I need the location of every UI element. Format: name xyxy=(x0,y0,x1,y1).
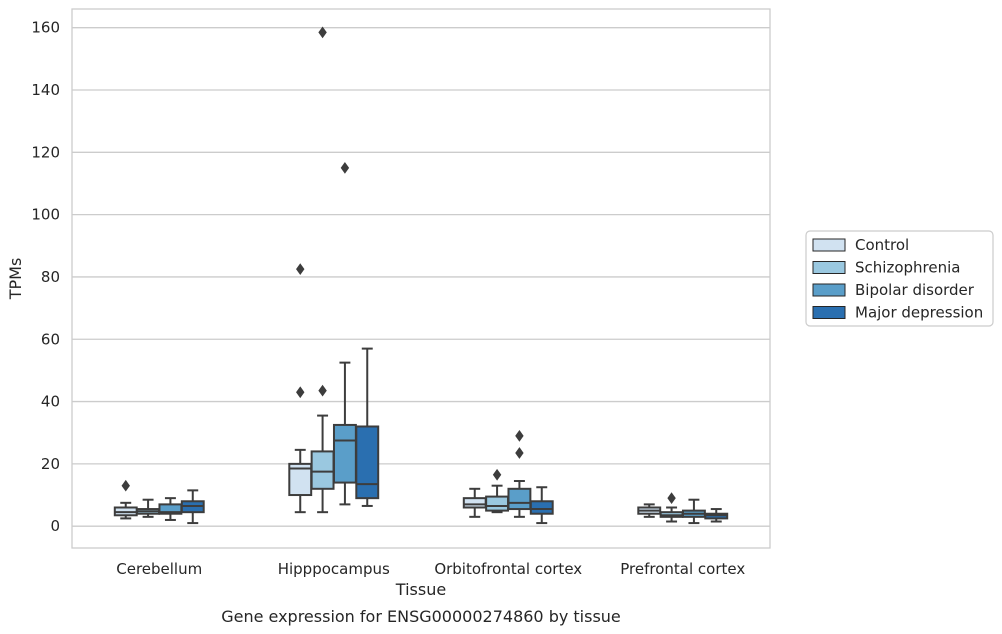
gridlines xyxy=(72,27,770,527)
x-tick-label: Prefrontal cortex xyxy=(620,560,745,578)
iqr-box xyxy=(529,500,554,515)
box-plot-boxes xyxy=(113,26,729,525)
y-tick-label: 160 xyxy=(31,19,60,37)
box-major-depression xyxy=(529,486,554,525)
iqr-box xyxy=(310,450,335,490)
box-control xyxy=(637,503,662,518)
iqr-box xyxy=(355,425,380,500)
outlier-point xyxy=(515,447,524,459)
box-schizophrenia xyxy=(136,498,161,518)
y-tick-label: 20 xyxy=(41,455,60,473)
legend-swatch xyxy=(812,306,846,319)
y-tick-label: 40 xyxy=(41,393,60,411)
box-bipolar-disorder xyxy=(681,498,706,525)
outlier-point xyxy=(296,386,305,399)
box-major-depression xyxy=(180,489,205,525)
iqr-box xyxy=(332,423,357,484)
axes: 0 20 40 60 80 100 120 140 160 Cerebellum Hipppocam… xyxy=(31,19,745,578)
outlier-point xyxy=(318,26,327,39)
box-control xyxy=(288,263,313,514)
iqr-box xyxy=(485,495,510,512)
x-tick-label: Cerebellum xyxy=(116,560,202,578)
y-axis-title: TPMs xyxy=(6,258,25,301)
iqr-box xyxy=(507,487,532,511)
box-bipolar-disorder xyxy=(332,162,357,506)
outlier-point xyxy=(492,468,502,481)
box-major-depression xyxy=(355,347,380,507)
box-bipolar-disorder xyxy=(158,497,183,521)
y-tick-label: 60 xyxy=(41,330,60,348)
plot-frame xyxy=(71,8,771,549)
iqr-box xyxy=(462,497,487,509)
legend-swatch xyxy=(812,283,846,297)
box-schizophrenia xyxy=(310,26,335,514)
legend-label: Bipolar disorder xyxy=(855,281,975,299)
legend-label: Control xyxy=(855,236,909,254)
outlier-point xyxy=(340,162,350,174)
legend-label: Major depression xyxy=(855,304,983,322)
box-control xyxy=(462,487,487,518)
x-tick-label: Orbitofrontal cortex xyxy=(434,560,582,578)
legend: Control Schizophrenia Bipolar disorder Majo… xyxy=(805,230,994,327)
legend-frame xyxy=(805,230,994,327)
outlier-point xyxy=(667,492,676,505)
y-tick-label: 80 xyxy=(41,268,60,286)
outlier-point xyxy=(121,479,130,492)
x-tick-label: Hipppocampus xyxy=(278,560,390,578)
y-tick-label: 100 xyxy=(31,206,60,224)
box-bipolar-disorder xyxy=(507,429,532,518)
box-schizophrenia xyxy=(659,492,684,523)
box-control xyxy=(113,479,138,520)
outlier-point xyxy=(515,429,524,442)
box-major-depression xyxy=(704,508,729,523)
legend-label: Schizophrenia xyxy=(855,259,960,277)
y-tick-label: 0 xyxy=(50,517,60,535)
y-tick-label: 140 xyxy=(31,81,60,99)
legend-swatch xyxy=(812,261,846,274)
y-tick-label: 120 xyxy=(31,143,60,161)
outlier-point xyxy=(318,384,327,397)
legend-swatch xyxy=(812,238,846,252)
chart-caption: Gene expression for ENSG00000274860 by t… xyxy=(221,607,621,626)
box-schizophrenia xyxy=(485,468,510,514)
x-axis-title: Tissue xyxy=(395,580,446,599)
outlier-point xyxy=(296,263,305,276)
